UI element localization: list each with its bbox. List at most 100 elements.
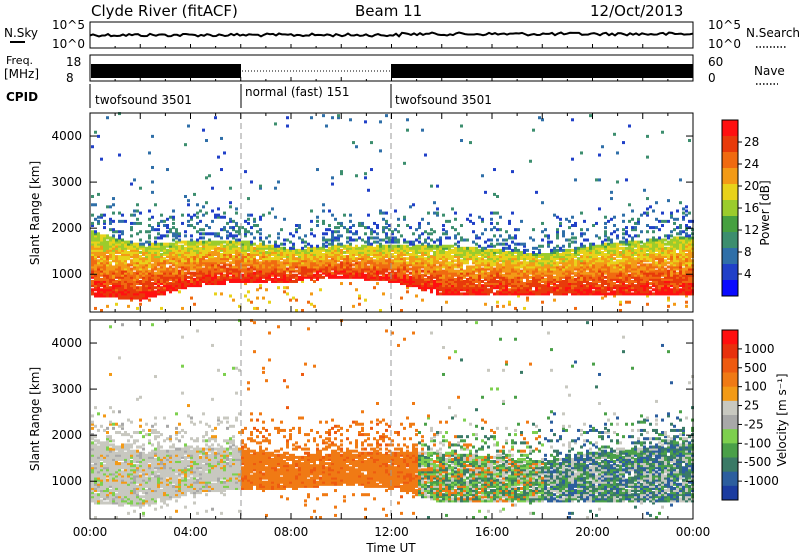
heatmap-cell [424, 153, 427, 157]
heatmap-cell [502, 253, 505, 257]
heatmap-cell [508, 300, 511, 304]
heatmap-cell [127, 267, 130, 271]
heatmap-cell [523, 255, 526, 259]
heatmap-cell [202, 246, 205, 250]
heatmap-cell [307, 275, 310, 279]
heatmap-cell [139, 263, 142, 267]
heatmap-cell [637, 292, 640, 296]
heatmap-cell [232, 248, 235, 252]
heatmap-cell [517, 269, 520, 273]
heatmap-cell [403, 246, 406, 250]
heatmap-cell [625, 230, 628, 234]
heatmap-cell [97, 192, 100, 196]
heatmap-cell [316, 269, 319, 273]
heatmap-cell [616, 267, 619, 271]
heatmap-cell [199, 209, 202, 213]
heatmap-cell [103, 213, 106, 217]
heatmap-cell [499, 292, 502, 296]
heatmap-cell [151, 294, 154, 298]
heatmap-cell [496, 238, 499, 242]
heatmap-cell [139, 244, 142, 248]
heatmap-cell [625, 300, 628, 304]
heatmap-cell [535, 279, 538, 283]
heatmap-cell [523, 273, 526, 277]
heatmap-cell [133, 277, 136, 281]
heatmap-cell [511, 170, 514, 174]
heatmap-cell [487, 282, 490, 286]
heatmap-cell [145, 269, 148, 273]
heatmap-cell [220, 259, 223, 263]
heatmap-cell [250, 253, 253, 257]
heatmap-cell [127, 279, 130, 283]
heatmap-cell [190, 253, 193, 257]
heatmap-cell [433, 267, 436, 271]
heatmap-cell [118, 261, 121, 265]
heatmap-cell [526, 279, 529, 283]
heatmap-cell [310, 250, 313, 254]
heatmap-cell [637, 282, 640, 286]
heatmap-cell [613, 265, 616, 269]
heatmap-cell [94, 130, 97, 134]
heatmap-cell [112, 257, 115, 261]
heatmap-cell [544, 290, 547, 294]
heatmap-cell [601, 282, 604, 286]
heatmap-cell [544, 286, 547, 290]
heatmap-cell [343, 263, 346, 267]
heatmap-cell [202, 205, 205, 209]
heatmap-cell [436, 250, 439, 254]
heatmap-cell [658, 263, 661, 267]
heatmap-cell [604, 292, 607, 296]
heatmap-cell [334, 230, 337, 234]
heatmap-cell [115, 244, 118, 248]
heatmap-cell [217, 263, 220, 267]
heatmap-cell [196, 284, 199, 288]
heatmap-cell [382, 273, 385, 277]
heatmap-cell [100, 269, 103, 273]
heatmap-cell [595, 271, 598, 275]
heatmap-cell [259, 257, 262, 261]
heatmap-cell [400, 267, 403, 271]
heatmap-cell [208, 253, 211, 257]
heatmap-cell [640, 230, 643, 234]
heatmap-cell [421, 261, 424, 265]
heatmap-cell [280, 261, 283, 265]
heatmap-cell [502, 304, 505, 308]
heatmap-cell [157, 286, 160, 290]
heatmap-cell [676, 255, 679, 259]
heatmap-cell [277, 248, 280, 252]
heatmap-cell [490, 242, 493, 246]
heatmap-cell [328, 261, 331, 265]
heatmap-cell [271, 265, 274, 269]
heatmap-cell [250, 279, 253, 283]
heatmap-cell [562, 273, 565, 277]
heatmap-cell [175, 259, 178, 263]
heatmap-cell [271, 269, 274, 273]
heatmap-cell [334, 246, 337, 250]
heatmap-cell [454, 236, 457, 240]
heatmap-cell [139, 288, 142, 292]
heatmap-cell [217, 257, 220, 261]
heatmap-cell [412, 232, 415, 236]
heatmap-cell [244, 232, 247, 236]
heatmap-cell [403, 238, 406, 242]
heatmap-cell [643, 284, 646, 288]
heatmap-cell [631, 265, 634, 269]
heatmap-cell [100, 240, 103, 244]
heatmap-cell [187, 224, 190, 228]
heatmap-cell [652, 240, 655, 244]
heatmap-cell [604, 279, 607, 283]
heatmap-cell [547, 275, 550, 279]
heatmap-cell [286, 269, 289, 273]
heatmap-cell [121, 275, 124, 279]
heatmap-cell [274, 244, 277, 248]
heatmap-cell [184, 253, 187, 257]
heatmap-cell [391, 240, 394, 244]
heatmap-cell [100, 267, 103, 271]
heatmap-cell [301, 248, 304, 252]
heatmap-cell [415, 244, 418, 248]
heatmap-cell [517, 279, 520, 283]
heatmap-cell [112, 253, 115, 257]
heatmap-cell [184, 277, 187, 281]
heatmap-cell [547, 263, 550, 267]
heatmap-cell [424, 284, 427, 288]
